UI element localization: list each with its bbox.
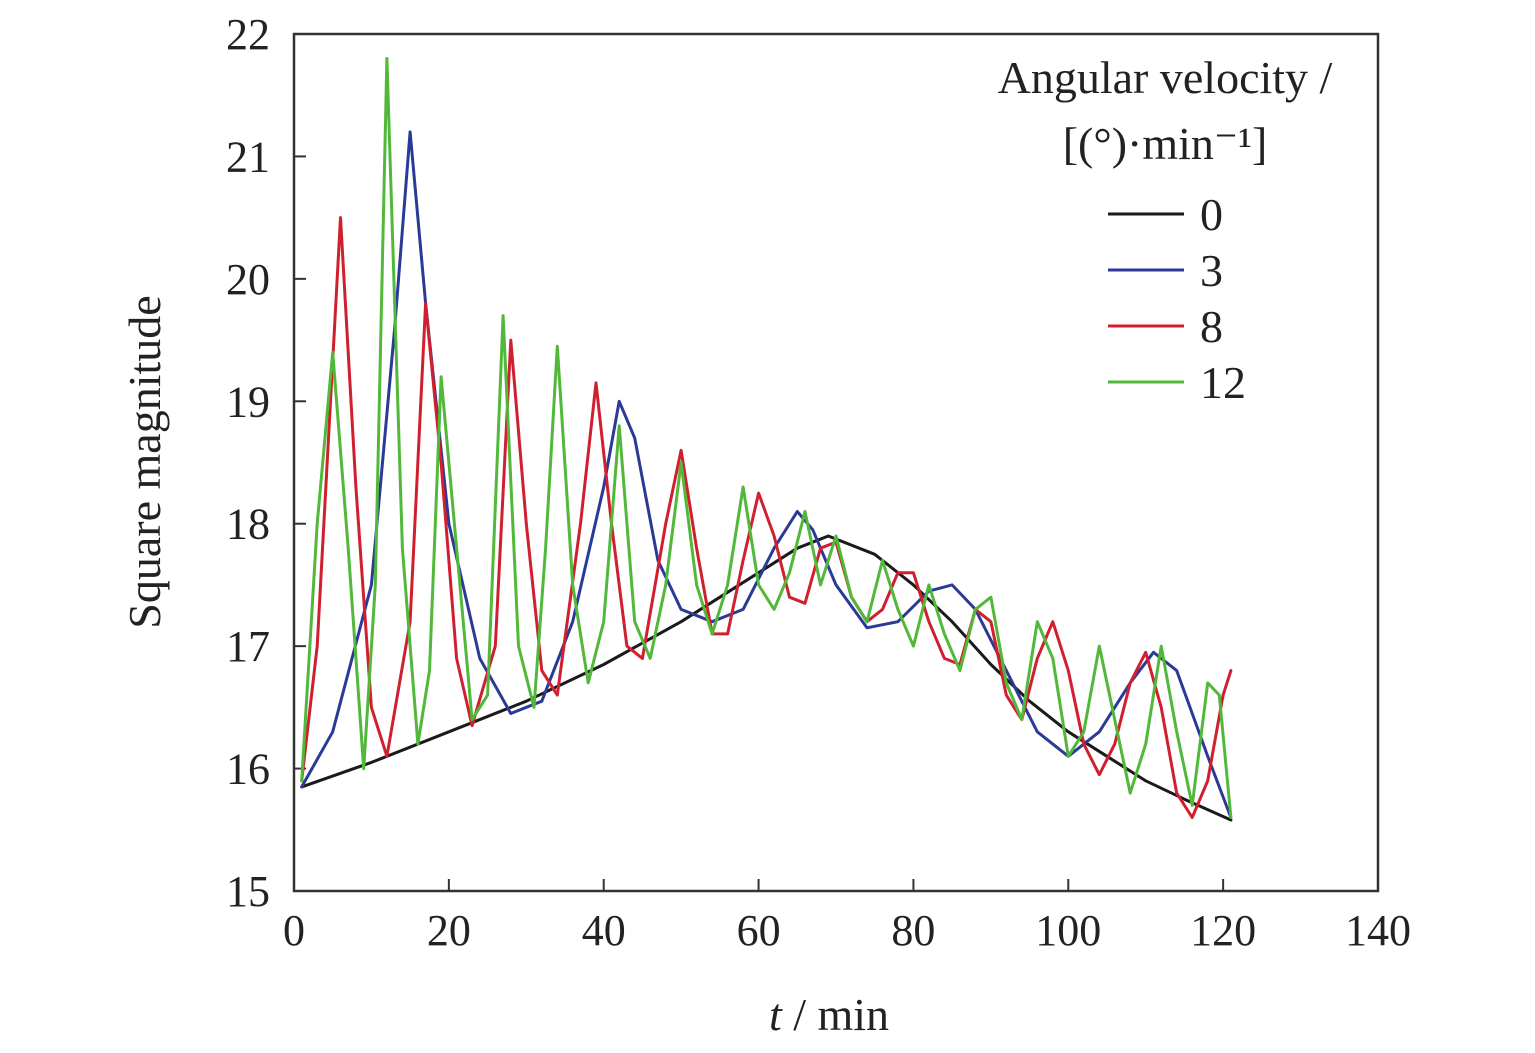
plot-frame: [292, 32, 1380, 893]
x-tick-label: 120: [1190, 906, 1256, 955]
x-tick-label: 140: [1345, 906, 1411, 955]
series-layer: [300, 57, 1233, 822]
legend-label-0: 0: [1200, 189, 1223, 240]
x-tick-label: 40: [582, 906, 626, 955]
legend-label-12: 12: [1200, 357, 1246, 408]
series-line-0: [300, 534, 1233, 822]
y-tick-label: 19: [226, 377, 270, 426]
y-tick-label: 20: [226, 255, 270, 304]
x-tick-label: 100: [1035, 906, 1101, 955]
x-axis-ticks: 0 20 40 60 80 100 120 140: [283, 879, 1411, 955]
series-line-12: [300, 57, 1233, 819]
y-tick-label: 15: [226, 867, 270, 916]
y-tick-label: 18: [226, 500, 270, 549]
legend-label-8: 8: [1200, 301, 1223, 352]
x-tick-label: 20: [427, 906, 471, 955]
legend-title-line2: [(°)·min⁻¹]: [1063, 118, 1268, 169]
legend-label-3: 3: [1200, 245, 1223, 296]
x-tick-label: 60: [737, 906, 781, 955]
x-axis-title-unit: / min: [782, 989, 889, 1040]
series-line-8: [300, 216, 1233, 819]
x-axis-title-variable: t: [769, 989, 783, 1040]
y-tick-label: 16: [226, 745, 270, 794]
y-tick-label: 17: [226, 622, 270, 671]
y-axis-ticks: 15 16 17 18 19 20 21 22: [226, 10, 306, 916]
x-tick-label: 80: [891, 906, 935, 955]
y-tick-label: 22: [226, 10, 270, 59]
y-tick-label: 21: [226, 132, 270, 181]
x-axis-title: t / min: [769, 989, 889, 1040]
x-tick-label: 0: [283, 906, 305, 955]
y-axis-title: Square magnitude: [119, 295, 170, 628]
legend-title-line1: Angular velocity /: [998, 52, 1333, 103]
